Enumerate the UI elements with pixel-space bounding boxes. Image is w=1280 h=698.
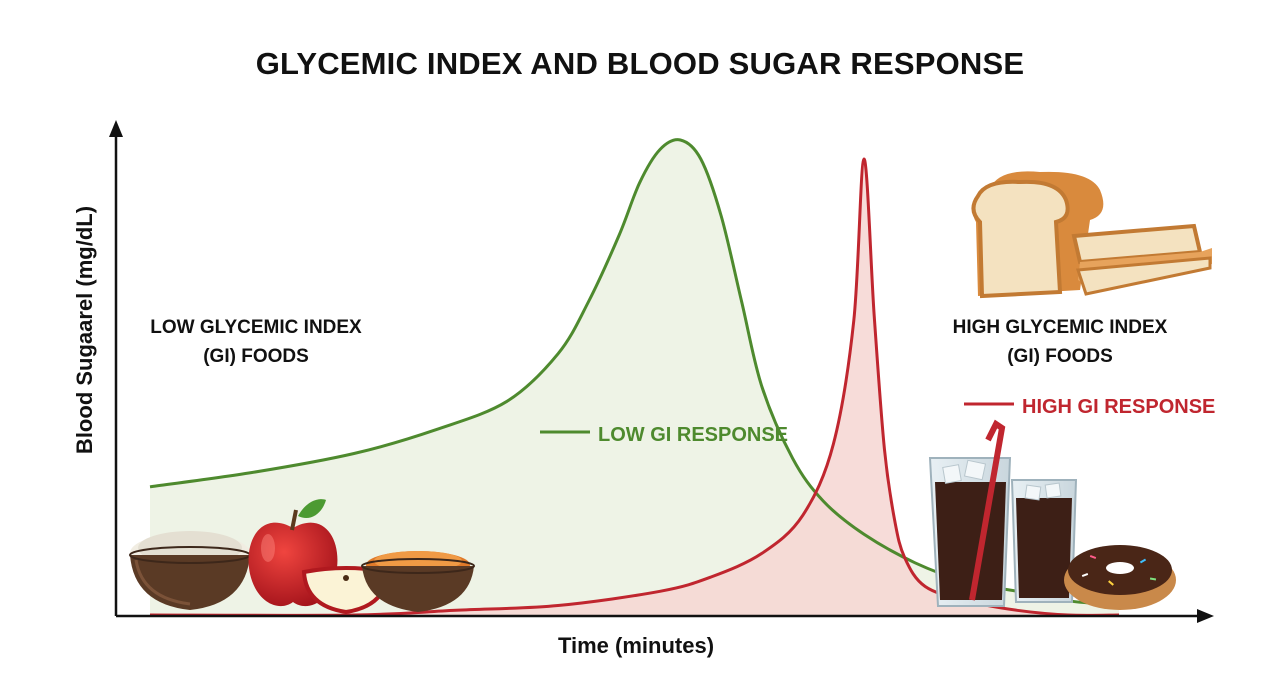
low-gi-group-line2: (GI) FOODS [203,346,309,367]
low-gi-area [150,139,1119,615]
high-gi-area [150,158,1119,616]
high-gi-line [149,157,1120,617]
chart-title: GLYCEMIC INDEX AND BLOOD SUGAR RESPONSE [256,46,1025,81]
low-gi-group-label: LOW GLYCEMIC INDEX (GI) FOODS [150,317,362,367]
low-gi-group-line1: LOW GLYCEMIC INDEX [150,317,362,338]
legend-low-gi-label: LOW GI RESPONSE [598,424,788,446]
donut-icon [1064,545,1176,610]
x-axis-label: Time (minutes) [558,633,714,658]
low-gi-line [149,138,1120,607]
cola-glass-icon [928,419,1012,607]
lentil-bowl-icon [361,551,475,612]
rice-bowl-icon [129,531,251,610]
y-axis-label: Blood Sugaarel (mg/dL) [72,206,97,454]
legend-low-gi: LOW GI RESPONSE [540,424,788,446]
x-axis [116,609,1214,623]
legend-high-gi-label: HIGH GI RESPONSE [1022,396,1215,418]
high-gi-group-line2: (GI) FOODS [1007,346,1113,367]
y-axis [109,120,123,616]
bread-loaf-icon [971,171,1212,299]
cola-glass-small-icon [1010,479,1078,603]
legend-high-gi: HIGH GI RESPONSE [964,396,1215,418]
high-gi-group-line1: HIGH GLYCEMIC INDEX [953,317,1168,338]
high-gi-group-label: HIGH GLYCEMIC INDEX (GI) FOODS [953,317,1168,367]
